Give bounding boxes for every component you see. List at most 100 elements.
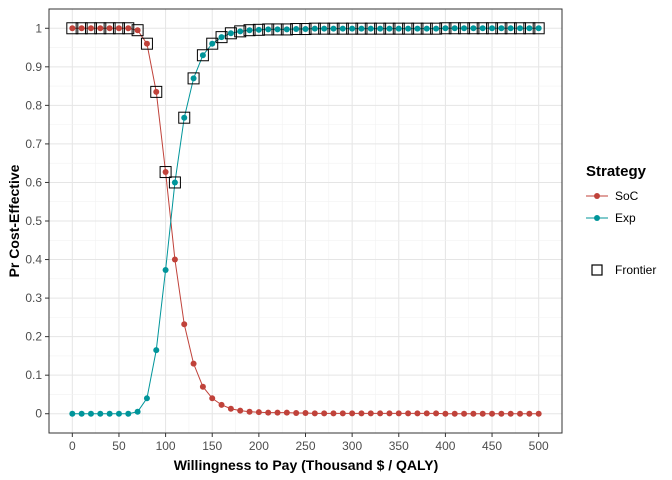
data-point-soc	[125, 25, 132, 32]
frontier-marker	[383, 22, 396, 35]
data-point-soc	[293, 409, 300, 416]
data-point-soc	[349, 410, 356, 417]
x-tick-label: 200	[249, 439, 269, 453]
frontier-marker	[252, 23, 265, 36]
frontier-marker	[215, 31, 228, 44]
data-point-soc	[489, 410, 496, 417]
frontier-marker	[159, 166, 172, 179]
frontier-marker	[112, 22, 125, 35]
x-tick-label: 50	[112, 439, 126, 453]
legend-key-point-exp	[594, 215, 600, 221]
frontier-marker	[420, 22, 433, 35]
data-point-exp	[171, 179, 178, 186]
frontier-marker	[243, 24, 256, 37]
frontier-marker	[187, 72, 200, 85]
frontier-marker	[271, 23, 284, 36]
frontier-marker	[364, 22, 377, 35]
x-tick-label: 300	[342, 439, 362, 453]
data-point-exp	[498, 25, 505, 32]
frontier-marker	[318, 22, 331, 35]
data-point-exp	[227, 30, 234, 37]
frontier-marker	[150, 85, 163, 98]
data-point-soc	[181, 321, 188, 328]
frontier-marker	[336, 22, 349, 35]
data-point-exp	[423, 25, 430, 32]
x-tick-label: 0	[69, 439, 76, 453]
x-tick-label: 400	[435, 439, 455, 453]
legend-label-soc: SoC	[615, 189, 639, 203]
data-point-soc	[265, 409, 272, 416]
data-point-soc	[535, 410, 542, 417]
y-tick-label: 0.7	[25, 137, 42, 151]
data-point-exp	[377, 25, 384, 32]
data-point-soc	[423, 410, 430, 417]
data-point-exp	[311, 25, 318, 32]
data-point-soc	[246, 408, 253, 415]
data-point-exp	[218, 34, 225, 41]
data-point-soc	[479, 410, 486, 417]
data-point-soc	[97, 25, 104, 32]
y-tick-label: 0	[35, 407, 42, 421]
legend: Strategy SoC Exp Frontier	[586, 163, 656, 277]
data-point-soc	[143, 40, 150, 47]
data-point-soc	[274, 409, 281, 416]
data-point-exp	[321, 25, 328, 32]
frontier-layer	[66, 22, 545, 189]
data-point-soc	[283, 409, 290, 416]
data-point-soc	[162, 169, 169, 176]
data-point-soc	[498, 410, 505, 417]
data-point-exp	[237, 28, 244, 35]
frontier-marker	[280, 23, 293, 36]
data-point-exp	[367, 25, 374, 32]
frontier-marker	[430, 22, 443, 35]
data-point-exp	[451, 25, 458, 32]
data-point-exp	[162, 266, 169, 273]
x-tick-label: 100	[156, 439, 176, 453]
data-point-exp	[274, 26, 281, 33]
data-point-soc	[339, 410, 346, 417]
data-point-soc	[442, 410, 449, 417]
data-point-soc	[367, 410, 374, 417]
frontier-marker	[532, 22, 545, 35]
data-point-exp	[106, 410, 113, 417]
data-point-soc	[321, 410, 328, 417]
data-point-exp	[461, 25, 468, 32]
data-point-exp	[293, 26, 300, 33]
data-point-soc	[470, 410, 477, 417]
frontier-marker	[402, 22, 415, 35]
data-point-soc	[330, 410, 337, 417]
data-point-exp	[526, 25, 533, 32]
y-tick-label: 0.5	[25, 214, 42, 228]
frontier-marker	[178, 111, 191, 124]
data-point-exp	[209, 40, 216, 47]
legend-key-point-soc	[594, 193, 600, 199]
data-point-soc	[526, 410, 533, 417]
data-point-exp	[405, 25, 412, 32]
frontier-marker	[374, 22, 387, 35]
data-point-soc	[199, 383, 206, 390]
frontier-marker	[467, 22, 480, 35]
x-tick-label: 250	[295, 439, 315, 453]
data-point-exp	[125, 410, 132, 417]
data-point-exp	[143, 395, 150, 402]
x-tick-label: 450	[482, 439, 502, 453]
ticks-layer: 0 50 100 150 200 250 300 350 400 450 500 0 0.1 0.2 0.3…	[25, 21, 549, 453]
y-tick-label: 0.4	[25, 253, 42, 267]
data-point-exp	[255, 26, 262, 33]
frontier-marker	[103, 22, 116, 35]
frontier-marker	[411, 22, 424, 35]
data-point-soc	[405, 410, 412, 417]
frontier-marker	[84, 22, 97, 35]
data-point-soc	[218, 401, 225, 408]
data-point-exp	[414, 25, 421, 32]
data-point-exp	[153, 347, 160, 354]
data-point-exp	[386, 25, 393, 32]
data-point-soc	[433, 410, 440, 417]
frontier-marker	[523, 22, 536, 35]
x-axis-title: Willingness to Pay (Thousand $ / QALY)	[174, 457, 439, 473]
data-point-soc	[461, 410, 468, 417]
y-tick-label: 0.6	[25, 175, 42, 189]
data-point-soc	[255, 409, 262, 416]
x-tick-label: 350	[389, 439, 409, 453]
series-layer	[69, 25, 542, 417]
